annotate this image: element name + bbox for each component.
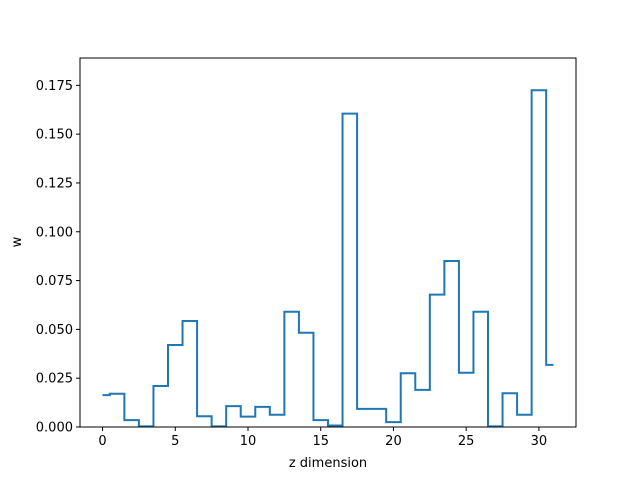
x-tick-label: 15 [312, 434, 329, 449]
series-line [102, 89, 554, 428]
series-layer [102, 89, 554, 428]
x-tick-label: 20 [385, 434, 402, 449]
y-axis-label: w [10, 236, 25, 247]
plot-frame [79, 57, 577, 428]
y-axis: 0.000 0.025 0.050 0.075 0.100 0.125 0.150 0.175 [36, 79, 80, 436]
y-tick-label: 0.050 [36, 323, 73, 338]
x-axis: 0 5 10 15 20 25 30 [98, 427, 547, 449]
x-tick-label: 30 [531, 434, 548, 449]
x-tick-label: 5 [171, 434, 179, 449]
x-tick-label: 10 [240, 434, 257, 449]
y-tick-label: 0.075 [36, 274, 73, 289]
y-tick-label: 0.125 [36, 176, 73, 191]
y-tick-label: 0.025 [36, 372, 73, 387]
plot-area [80, 58, 576, 427]
y-tick-label: 0.175 [36, 79, 73, 94]
y-tick-label: 0.100 [36, 225, 73, 240]
x-tick-label: 0 [98, 434, 106, 449]
y-tick-label: 0.150 [36, 128, 73, 143]
x-tick-label: 25 [458, 434, 475, 449]
x-axis-label: z dimension [289, 456, 367, 471]
y-tick-label: 0.000 [36, 421, 73, 436]
